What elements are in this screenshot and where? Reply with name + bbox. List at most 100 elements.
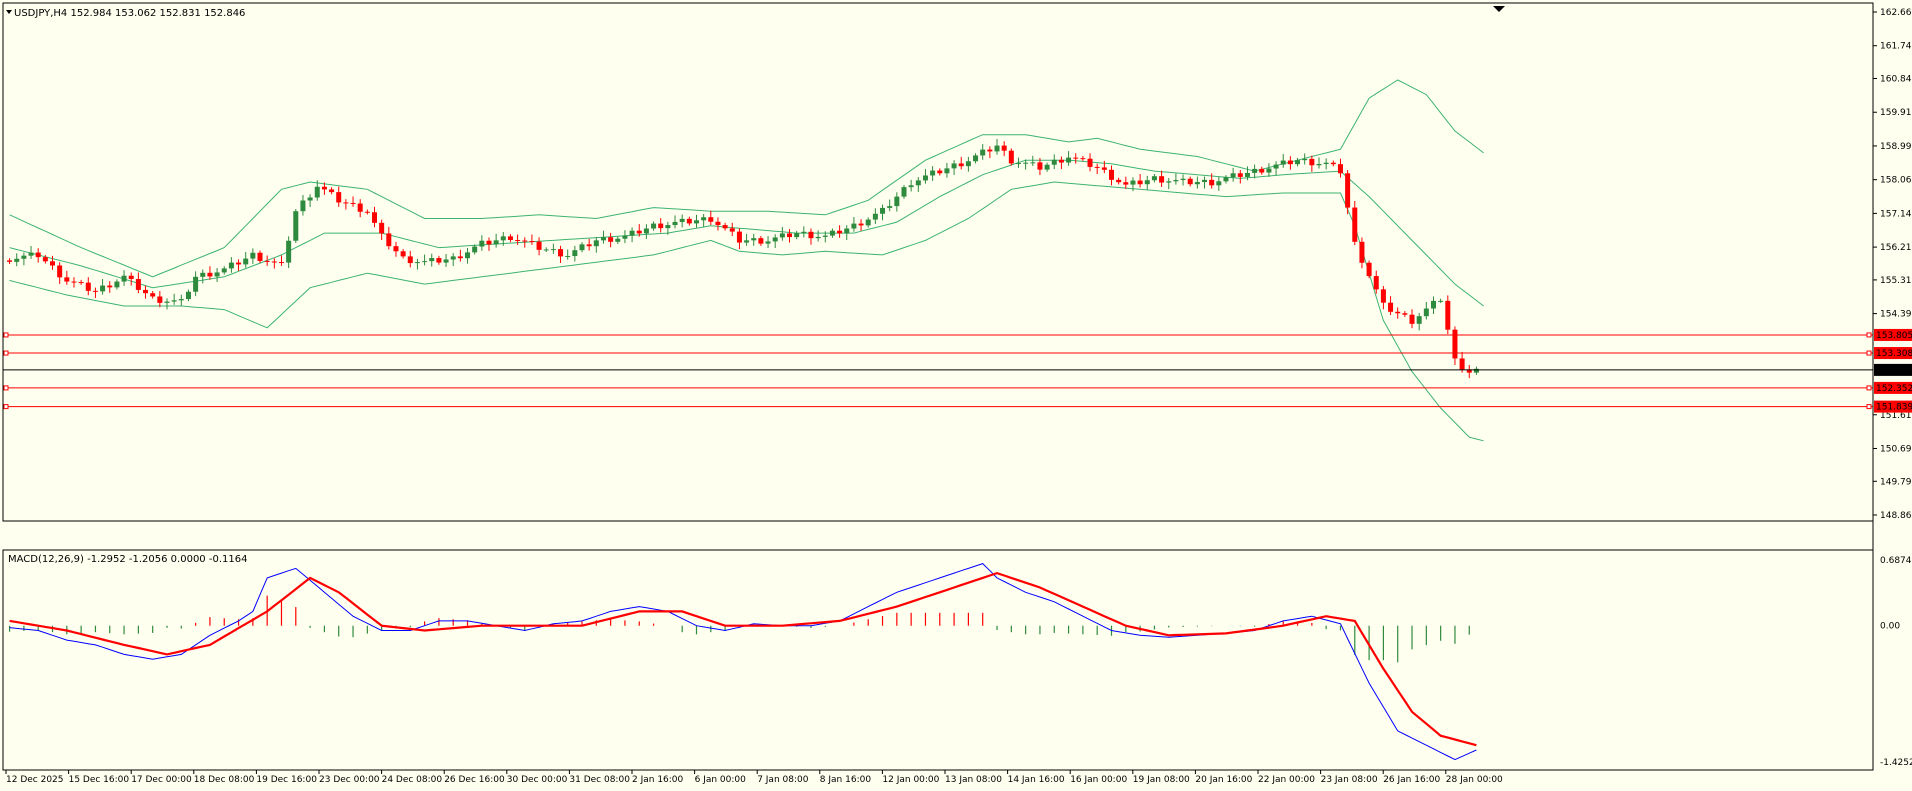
- candle[interactable]: [915, 177, 921, 192]
- candle[interactable]: [42, 254, 48, 264]
- candle[interactable]: [286, 236, 292, 269]
- candle[interactable]: [300, 195, 306, 216]
- candle[interactable]: [465, 248, 471, 264]
- candle[interactable]: [1416, 312, 1422, 331]
- candle[interactable]: [450, 253, 456, 267]
- candle[interactable]: [243, 252, 249, 268]
- candle[interactable]: [429, 253, 435, 267]
- candle[interactable]: [357, 199, 363, 218]
- candle[interactable]: [221, 266, 227, 275]
- candle[interactable]: [271, 258, 277, 269]
- candle[interactable]: [50, 255, 56, 270]
- candle[interactable]: [1187, 176, 1193, 187]
- candle[interactable]: [586, 238, 592, 251]
- level-handle-left[interactable]: [3, 404, 9, 410]
- candle[interactable]: [1216, 176, 1222, 191]
- candle[interactable]: [858, 219, 864, 231]
- dropdown-triangle-icon[interactable]: [6, 10, 12, 14]
- candle[interactable]: [930, 166, 936, 181]
- candle[interactable]: [336, 186, 342, 207]
- candle[interactable]: [1309, 155, 1315, 172]
- candle[interactable]: [207, 266, 213, 280]
- candle[interactable]: [1244, 166, 1250, 181]
- candle[interactable]: [85, 277, 91, 296]
- candle[interactable]: [536, 237, 542, 256]
- candle[interactable]: [1194, 176, 1200, 189]
- candle[interactable]: [894, 192, 900, 212]
- macd-panel[interactable]: [8, 563, 1477, 761]
- candle[interactable]: [214, 268, 220, 282]
- candle[interactable]: [872, 208, 878, 224]
- candle[interactable]: [1330, 160, 1336, 167]
- candle[interactable]: [1459, 351, 1465, 373]
- candle[interactable]: [1423, 301, 1429, 320]
- candle[interactable]: [486, 237, 492, 251]
- candle[interactable]: [185, 289, 191, 302]
- candle[interactable]: [1445, 295, 1451, 335]
- candle[interactable]: [1008, 148, 1014, 166]
- candle[interactable]: [236, 259, 242, 271]
- candle[interactable]: [944, 162, 950, 178]
- candle[interactable]: [1137, 174, 1143, 188]
- price-panel[interactable]: [3, 79, 1873, 442]
- candle[interactable]: [643, 224, 649, 239]
- level-handle-right[interactable]: [1866, 350, 1872, 356]
- candle[interactable]: [7, 258, 13, 265]
- candle[interactable]: [1166, 178, 1172, 190]
- candle[interactable]: [965, 156, 971, 172]
- candle[interactable]: [1066, 151, 1072, 166]
- candle[interactable]: [1266, 163, 1272, 177]
- candle[interactable]: [994, 139, 1000, 155]
- candle[interactable]: [472, 244, 478, 255]
- candle[interactable]: [1159, 170, 1165, 187]
- candle[interactable]: [686, 216, 692, 226]
- candle[interactable]: [35, 248, 41, 263]
- candle[interactable]: [164, 298, 170, 310]
- candle[interactable]: [579, 242, 585, 253]
- candle[interactable]: [1144, 175, 1150, 190]
- candle[interactable]: [765, 235, 771, 249]
- candle[interactable]: [457, 249, 463, 262]
- candle[interactable]: [751, 233, 757, 246]
- candle[interactable]: [1295, 157, 1301, 167]
- level-handle-right[interactable]: [1866, 332, 1872, 338]
- candle[interactable]: [572, 245, 578, 262]
- candle[interactable]: [693, 214, 699, 228]
- candle[interactable]: [500, 231, 506, 246]
- candle[interactable]: [973, 153, 979, 164]
- candle[interactable]: [815, 230, 821, 242]
- candle[interactable]: [1380, 286, 1386, 310]
- candle[interactable]: [350, 196, 356, 207]
- candle[interactable]: [379, 219, 385, 240]
- candle[interactable]: [135, 272, 141, 294]
- candle[interactable]: [851, 217, 857, 232]
- level-handle-left[interactable]: [3, 385, 9, 391]
- candle[interactable]: [665, 221, 671, 235]
- level-handle-right[interactable]: [1866, 404, 1872, 410]
- candle[interactable]: [865, 217, 871, 228]
- candle[interactable]: [1058, 156, 1064, 170]
- candle[interactable]: [1073, 153, 1079, 164]
- candle[interactable]: [829, 228, 835, 238]
- candle[interactable]: [386, 226, 392, 250]
- level-handle-left[interactable]: [3, 350, 9, 356]
- candle[interactable]: [593, 237, 599, 253]
- candle[interactable]: [1044, 162, 1050, 172]
- candle[interactable]: [364, 209, 370, 215]
- candle[interactable]: [329, 187, 335, 195]
- candle[interactable]: [107, 281, 113, 293]
- candle[interactable]: [257, 250, 263, 264]
- candle[interactable]: [522, 237, 528, 248]
- candle[interactable]: [1395, 307, 1401, 319]
- candle[interactable]: [651, 221, 657, 231]
- candle[interactable]: [550, 243, 556, 254]
- candle[interactable]: [57, 262, 63, 284]
- candle[interactable]: [278, 255, 284, 266]
- candle[interactable]: [1223, 175, 1229, 184]
- candle[interactable]: [565, 249, 571, 260]
- candle[interactable]: [1259, 166, 1265, 175]
- candle[interactable]: [1209, 173, 1215, 189]
- candle[interactable]: [393, 241, 399, 257]
- candle[interactable]: [307, 194, 313, 208]
- candle[interactable]: [715, 217, 721, 231]
